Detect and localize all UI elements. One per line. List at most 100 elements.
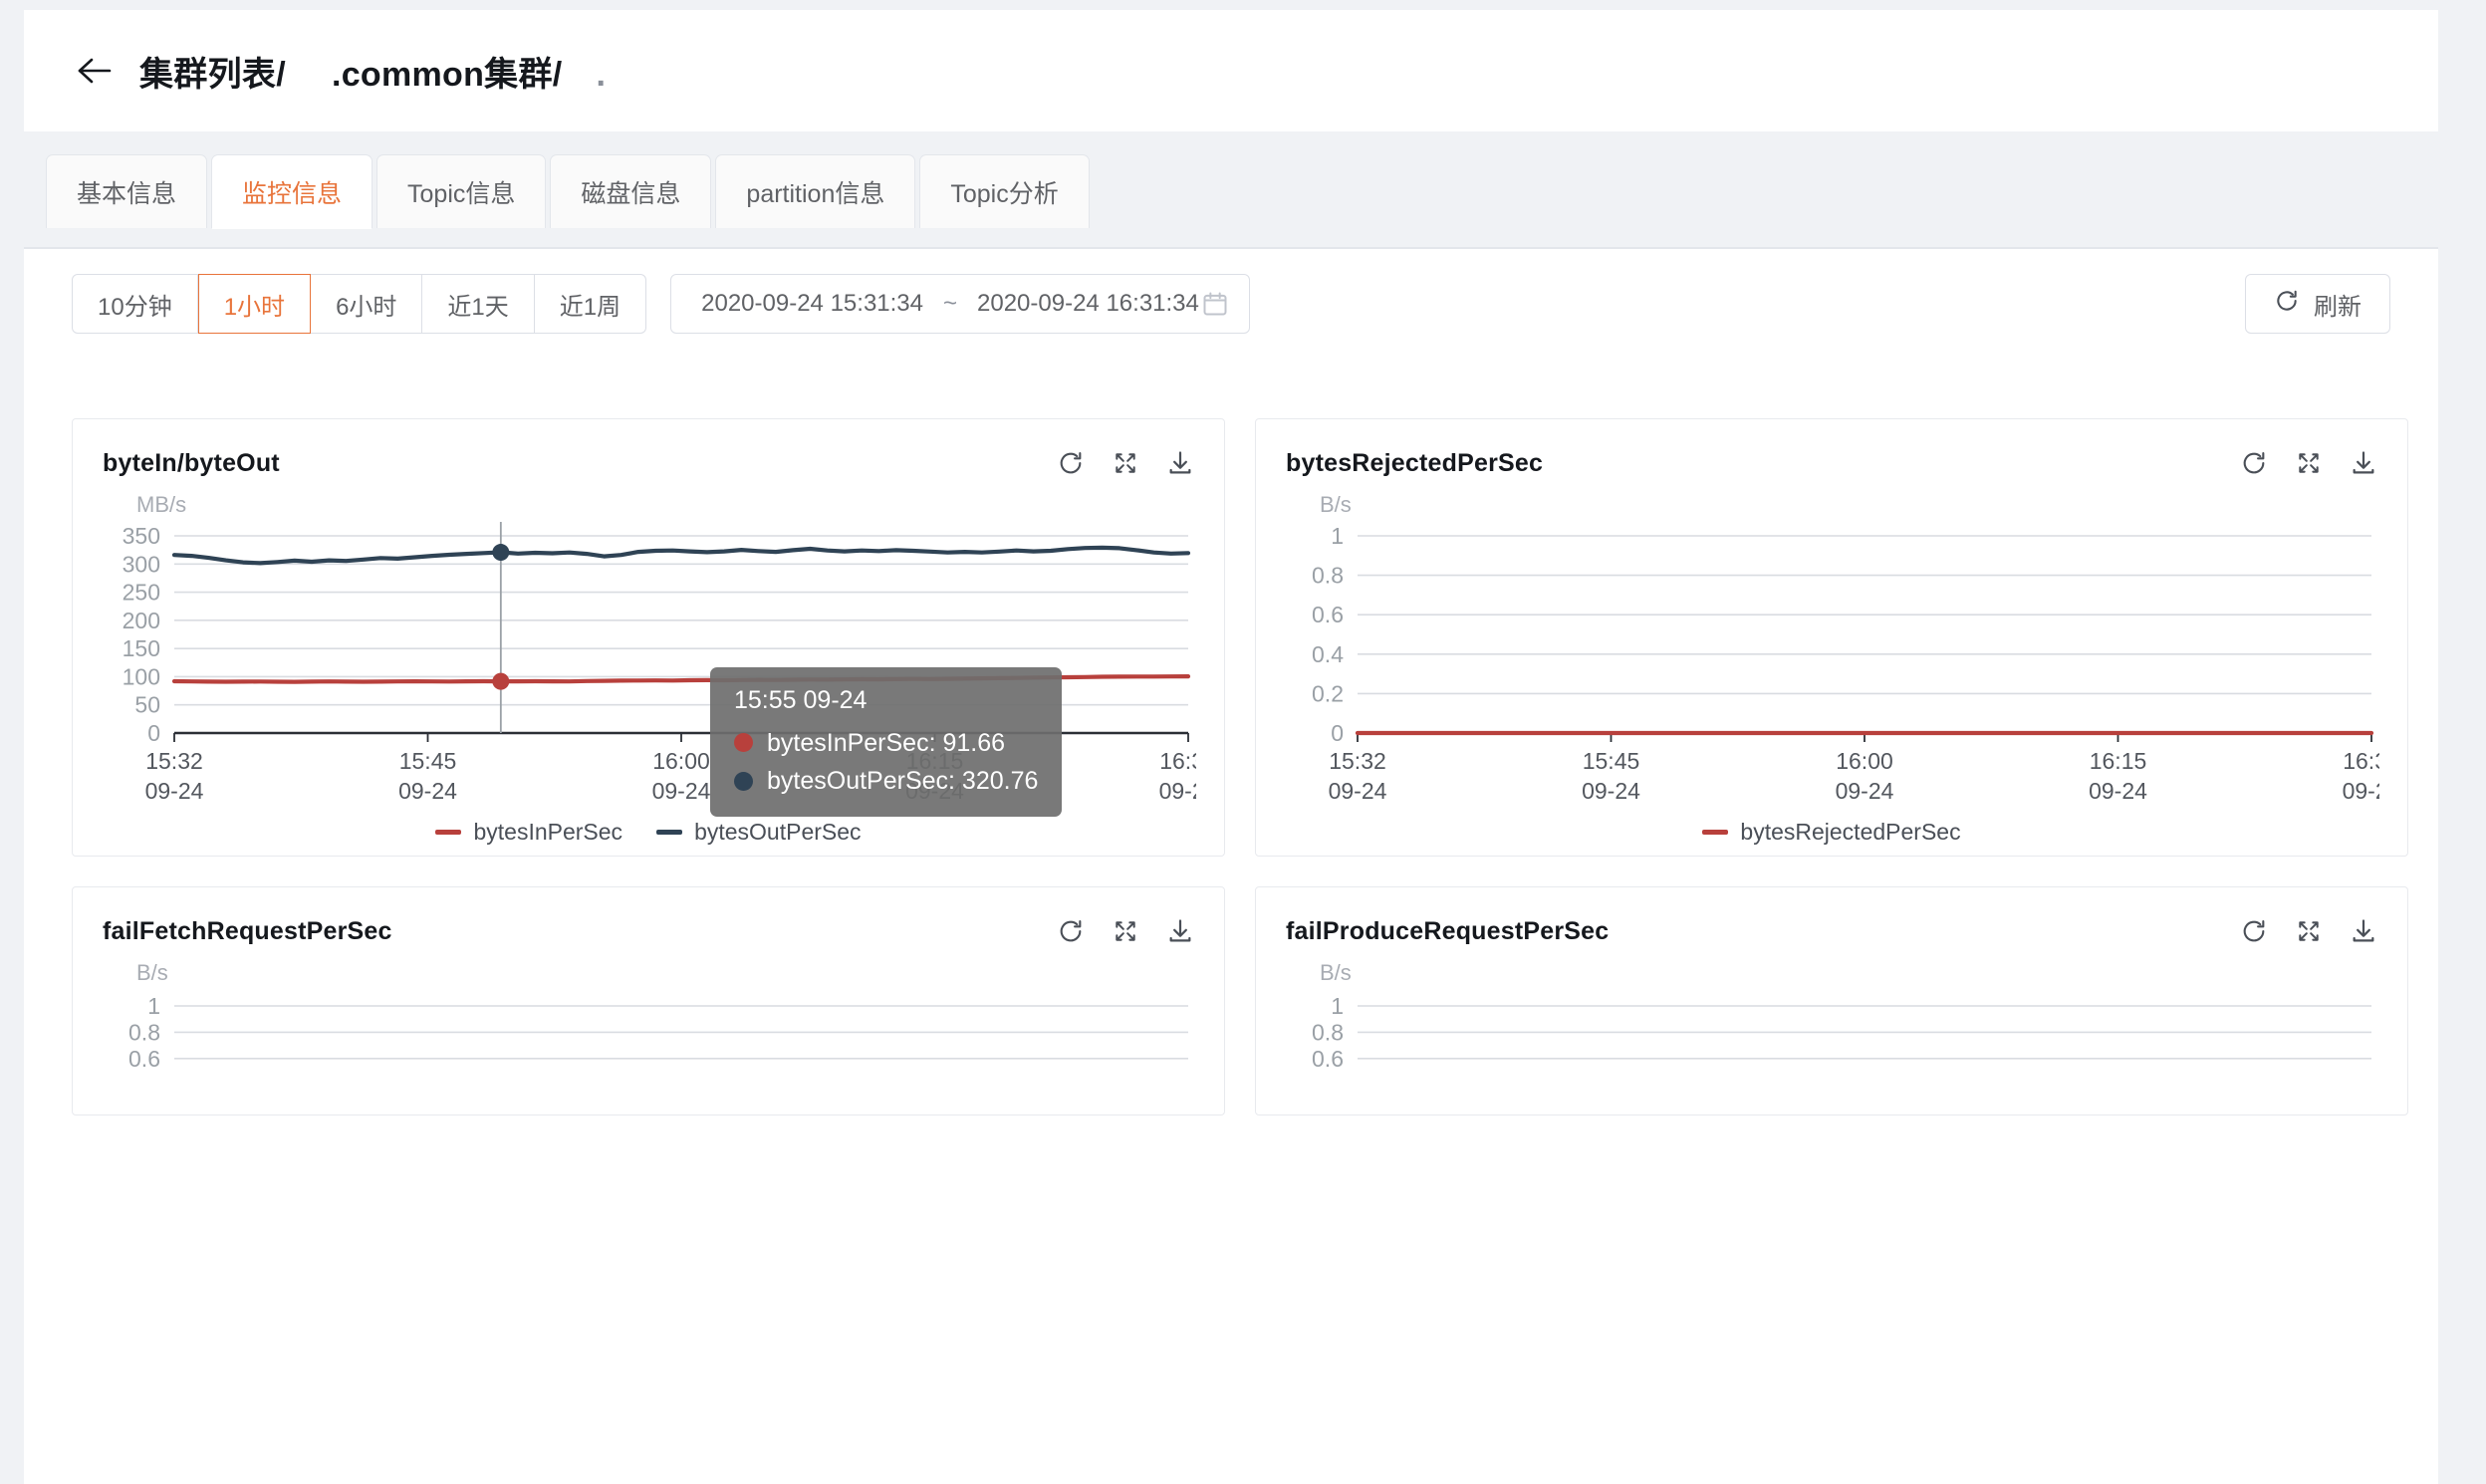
charts-grid: byteIn/byteOut bbox=[72, 418, 2408, 1145]
range-button-1week[interactable]: 近1周 bbox=[534, 274, 647, 334]
svg-text:0.8: 0.8 bbox=[128, 1019, 160, 1045]
chart-plot-area-bytesrejectedpersec: 0 0.2 0.4 0.6 0.8 1 15:32 09-24 15:45 09-24 16:00 0… bbox=[1286, 520, 2379, 809]
svg-text:09-24: 09-24 bbox=[1582, 778, 1640, 804]
range-button-10min[interactable]: 10分钟 bbox=[72, 274, 198, 334]
back-arrow-icon[interactable] bbox=[72, 48, 118, 94]
svg-text:09-24: 09-24 bbox=[1159, 778, 1196, 804]
refresh-button[interactable]: 刷新 bbox=[2245, 274, 2390, 334]
card-expand-icon[interactable] bbox=[1113, 918, 1138, 944]
line-chart-svg: 10.80.6 bbox=[1312, 993, 2371, 1072]
date-range-end[interactable]: 2020-09-24 16:31:34 bbox=[977, 290, 1199, 317]
y-axis-unit: B/s bbox=[1320, 492, 1352, 517]
range-button-1hour[interactable]: 1小时 bbox=[197, 274, 312, 334]
card-download-icon[interactable] bbox=[2350, 449, 2377, 477]
legend-swatch bbox=[435, 830, 462, 835]
tab-label: 基本信息 bbox=[77, 179, 177, 208]
svg-text:1: 1 bbox=[1331, 993, 1344, 1019]
tab-topic-info[interactable]: Topic信息 bbox=[376, 154, 547, 228]
card-tools bbox=[1057, 449, 1194, 477]
date-range-picker[interactable]: 2020-09-24 15:31:34 ~ 2020-09-24 16:31:3… bbox=[670, 274, 1251, 334]
svg-text:09-24: 09-24 bbox=[145, 778, 204, 804]
calendar-icon[interactable] bbox=[1201, 290, 1229, 318]
legend-label: bytesInPerSec bbox=[473, 819, 623, 845]
card-refresh-icon[interactable] bbox=[2240, 449, 2268, 477]
card-refresh-icon[interactable] bbox=[1057, 917, 1085, 945]
card-header: byteIn/byteOut bbox=[103, 449, 1194, 478]
svg-text:15:32: 15:32 bbox=[145, 748, 203, 774]
tab-topic-analysis[interactable]: Topic分析 bbox=[919, 154, 1090, 228]
svg-text:0: 0 bbox=[147, 720, 160, 746]
svg-text:09-24: 09-24 bbox=[1329, 778, 1387, 804]
tab-basic-info[interactable]: 基本信息 bbox=[46, 154, 208, 228]
svg-text:1: 1 bbox=[1331, 523, 1344, 549]
svg-text:350: 350 bbox=[123, 523, 160, 549]
tab-label: partition信息 bbox=[746, 179, 885, 208]
breadcrumb-item-cluster-name[interactable]: .common集群/ bbox=[331, 55, 563, 94]
svg-text:16:15: 16:15 bbox=[906, 748, 964, 774]
breadcrumb-item-trailing: . bbox=[596, 55, 607, 94]
y-axis-unit: B/s bbox=[136, 960, 168, 985]
date-range-separator: ~ bbox=[943, 290, 958, 317]
svg-text:09-24: 09-24 bbox=[1836, 778, 1894, 804]
card-expand-icon[interactable] bbox=[1113, 450, 1138, 476]
svg-text:250: 250 bbox=[123, 580, 160, 606]
card-download-icon[interactable] bbox=[2350, 917, 2377, 945]
svg-text:09-24: 09-24 bbox=[398, 778, 457, 804]
line-chart-svg: 10.80.6 bbox=[128, 993, 1188, 1072]
tab-monitoring-info[interactable]: 监控信息 bbox=[211, 154, 373, 229]
y-axis-unit: MB/s bbox=[136, 492, 187, 517]
chart-plot-area-bytein-byteout: 0 50 100 150 200 250 300 350 15:32 09-24 15:45 09-2… bbox=[103, 520, 1196, 817]
tab-label: 磁盘信息 bbox=[581, 179, 681, 208]
card-tools bbox=[2240, 917, 2377, 945]
svg-text:200: 200 bbox=[123, 608, 160, 633]
svg-text:0.8: 0.8 bbox=[1312, 563, 1344, 589]
page-header: 集群列表/ .common集群/ . bbox=[24, 10, 2438, 131]
time-range-group: 10分钟 1小时 6小时 近1天 近1周 bbox=[72, 274, 647, 334]
card-tools bbox=[1057, 917, 1194, 945]
tab-label: Topic信息 bbox=[407, 179, 516, 208]
range-label: 6小时 bbox=[336, 293, 397, 321]
card-title: failFetchRequestPerSec bbox=[103, 917, 392, 945]
legend-item-bytesoutpersec[interactable]: bytesOutPerSec bbox=[656, 819, 862, 846]
y-axis-unit: B/s bbox=[1320, 960, 1352, 985]
svg-text:16:15: 16:15 bbox=[2090, 748, 2147, 774]
card-download-icon[interactable] bbox=[1166, 917, 1194, 945]
date-range-start[interactable]: 2020-09-24 15:31:34 bbox=[701, 290, 923, 317]
range-button-6hour[interactable]: 6小时 bbox=[311, 274, 423, 334]
range-button-1day[interactable]: 近1天 bbox=[422, 274, 535, 334]
svg-text:300: 300 bbox=[123, 551, 160, 577]
chart-plot-area-failproducerequestpersec: 1 0.8 0.6 bbox=[1286, 988, 2377, 1114]
range-label: 近1天 bbox=[447, 293, 509, 321]
chart-legend: bytesInPerSec bytesOutPerSec bbox=[103, 819, 1194, 846]
svg-text:15:45: 15:45 bbox=[399, 748, 457, 774]
tab-disk-info[interactable]: 磁盘信息 bbox=[550, 154, 712, 228]
line-chart-svg: 0 0.2 0.4 0.6 0.8 1 15:32 09-24 15:45 09-24 16:00 0… bbox=[1312, 523, 2379, 804]
card-title: byteIn/byteOut bbox=[103, 449, 280, 477]
card-refresh-icon[interactable] bbox=[2240, 917, 2268, 945]
svg-text:09-24: 09-24 bbox=[905, 778, 964, 804]
svg-text:0.6: 0.6 bbox=[128, 1046, 160, 1072]
svg-text:15:45: 15:45 bbox=[1583, 748, 1640, 774]
breadcrumb-item-cluster-list[interactable]: 集群列表/ bbox=[139, 55, 286, 94]
legend-item-bytesrejectedpersec[interactable]: bytesRejectedPerSec bbox=[1702, 819, 1961, 846]
card-expand-icon[interactable] bbox=[2296, 918, 2322, 944]
breadcrumb: 集群列表/ .common集群/ . bbox=[139, 47, 606, 96]
tab-partition-info[interactable]: partition信息 bbox=[715, 154, 916, 228]
content-panel: 10分钟 1小时 6小时 近1天 近1周 2020-09-24 15:31:34… bbox=[24, 249, 2438, 1484]
legend-item-bytesinpersec[interactable]: bytesInPerSec bbox=[435, 819, 622, 846]
charts-row-2: failFetchRequestPerSec bbox=[72, 886, 2408, 1115]
card-expand-icon[interactable] bbox=[2296, 450, 2322, 476]
chart-card-failproducerequestpersec: failProduceRequestPerSec bbox=[1255, 886, 2408, 1115]
svg-text:50: 50 bbox=[134, 692, 160, 718]
svg-text:0: 0 bbox=[1331, 720, 1344, 746]
range-label: 10分钟 bbox=[98, 293, 172, 321]
card-download-icon[interactable] bbox=[1166, 449, 1194, 477]
tab-bar-underline bbox=[24, 247, 2438, 249]
card-refresh-icon[interactable] bbox=[1057, 449, 1085, 477]
refresh-label: 刷新 bbox=[2314, 293, 2362, 321]
tab-label: Topic分析 bbox=[950, 179, 1059, 208]
chart-legend: bytesRejectedPerSec bbox=[1286, 819, 2377, 846]
svg-text:15:32: 15:32 bbox=[1329, 748, 1386, 774]
tab-bar: 基本信息 监控信息 Topic信息 磁盘信息 partition信息 Topic… bbox=[24, 154, 2438, 248]
